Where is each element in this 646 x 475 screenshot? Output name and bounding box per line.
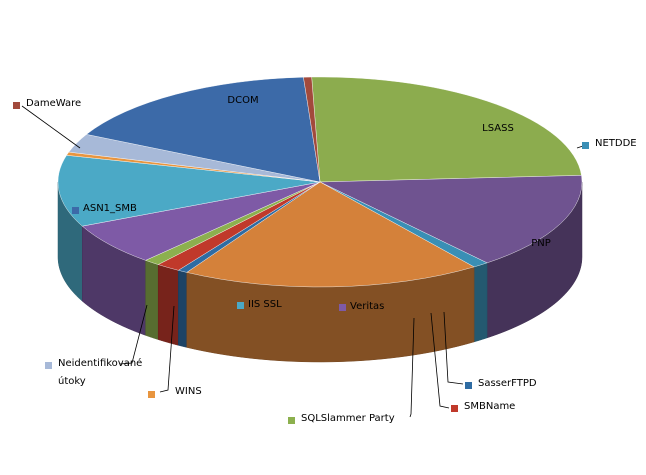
slice-label-lsass: LSASS <box>482 123 514 134</box>
slice-side-netdde <box>474 263 487 342</box>
slice-label-veritas: Veritas <box>350 301 384 312</box>
label-marker-veritas <box>339 304 346 311</box>
label-marker-asn1-smb <box>72 207 79 214</box>
leader-line-dameware <box>22 106 80 148</box>
slice-label-dameware: DameWare <box>26 98 81 109</box>
label-marker-wins <box>148 391 155 398</box>
label-marker-netdde <box>582 142 589 149</box>
slice-side-sqlslammer-party <box>146 260 159 339</box>
label-marker-smbname <box>451 405 458 412</box>
pie-tops <box>58 77 582 287</box>
slice-label-netdde: NETDDE <box>595 138 637 149</box>
slice-side-sasserftpd <box>178 270 186 347</box>
slice-label-neidentifikovane-utoky: Neidentifikované útoky <box>58 357 142 387</box>
slice-label-sqlslammer-party: SQLSlammer Party <box>301 413 395 424</box>
slice-dcom <box>312 77 582 182</box>
slice-label-asn1-smb: ASN1_SMB <box>83 203 137 214</box>
slice-label-pnp: PNP <box>531 238 551 249</box>
label-marker-sasserftpd <box>465 382 472 389</box>
label-marker-iis-ssl <box>237 302 244 309</box>
label-marker-sqlslammer-party <box>288 417 295 424</box>
slice-label-sasserftpd: SasserFTPD <box>478 378 537 389</box>
slice-label-iis-ssl: IIS SSL <box>248 299 282 310</box>
slice-label-smbname: SMBName <box>464 401 515 412</box>
slice-label-dcom: DCOM <box>227 95 258 106</box>
label-marker-dameware <box>13 102 20 109</box>
slice-label-wins: WINS <box>175 386 202 397</box>
label-marker-neidentifikovane-utoky <box>45 362 52 369</box>
slice-side-smbname <box>158 265 178 346</box>
